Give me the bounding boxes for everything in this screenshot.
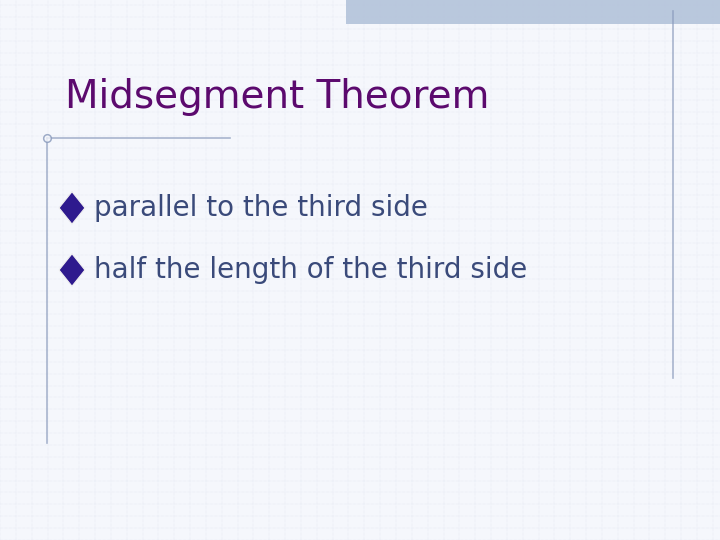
Text: Midsegment Theorem: Midsegment Theorem	[65, 78, 489, 116]
Text: half the length of the third side: half the length of the third side	[94, 256, 527, 284]
Bar	[346, 0, 720, 24]
Text: parallel to the third side: parallel to the third side	[94, 194, 428, 222]
Polygon shape	[59, 192, 85, 224]
Polygon shape	[59, 254, 85, 286]
